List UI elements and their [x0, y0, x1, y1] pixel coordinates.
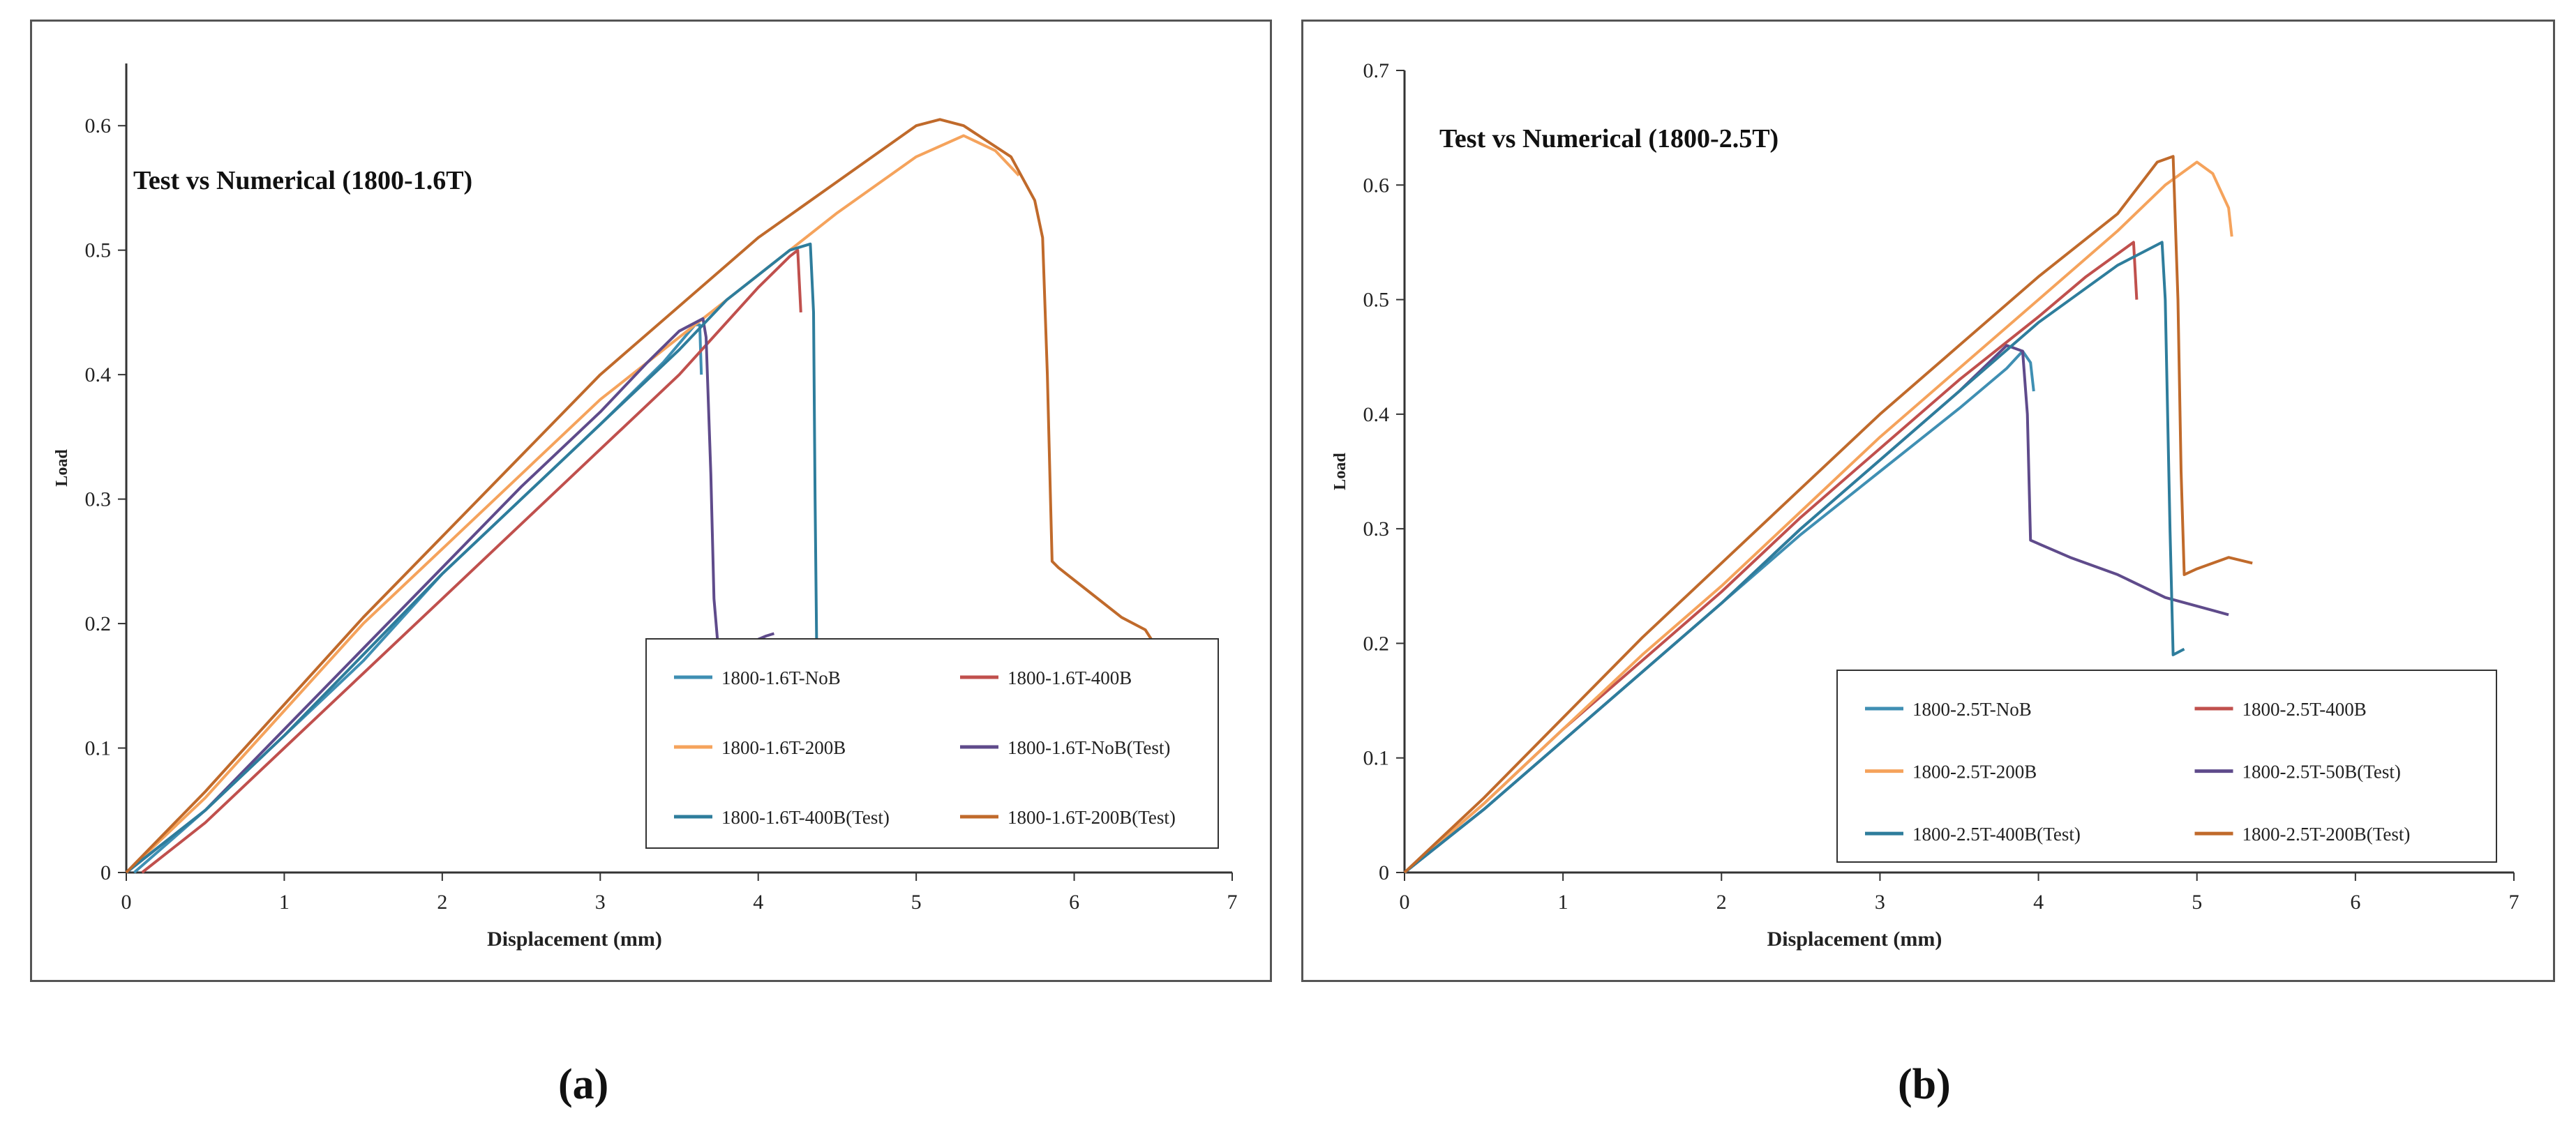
caption-a: (a) — [558, 1061, 609, 1108]
x-tick-label: 5 — [2192, 891, 2202, 914]
series-line-1800-1-6t-200b-test — [125, 118, 1155, 874]
legend-entry: 1800-1.6T-400B(Test) — [721, 807, 890, 828]
legend-box — [1836, 670, 2497, 863]
legend-entry: 1800-1.6T-NoB(Test) — [1008, 737, 1170, 758]
legend-entry: 1800-2.5T-200B — [1912, 762, 2037, 783]
legend-entry: 1800-1.6T-400B — [1008, 667, 1132, 688]
series-line-1800-1-6t-200b — [125, 134, 1020, 874]
legend-entry: 1800-1.6T-200B — [721, 737, 846, 758]
legend-entry: 1800-2.5T-50B(Test) — [2242, 762, 2401, 783]
x-tick-label: 6 — [2350, 891, 2360, 914]
y-tick-label: 0.2 — [85, 612, 112, 635]
series-line-1800-1-6t-400b — [141, 248, 802, 874]
series-line-1800-1-6t-400b-test — [125, 242, 846, 874]
legend-entry: 1800-2.5T-NoB — [1912, 699, 2032, 720]
x-tick-label: 5 — [911, 891, 922, 914]
y-tick-label: 0 — [100, 861, 111, 884]
chart-b-svg: 0 1 2 3 4 5 6 7 0 0.1 0.2 0.3 0.4 0.5 0.6 0.7 Displaceme… — [1331, 59, 2519, 951]
x-axis-label: Displacement (mm) — [487, 928, 662, 951]
chart-a-svg: 0 1 2 3 4 5 6 7 0 0.1 0.2 0.3 0.4 0.5 0.6 Displacement … — [53, 63, 1238, 951]
y-tick-label: 0 — [1379, 861, 1389, 884]
legend-entry: 1800-2.5T-400B — [2242, 699, 2367, 720]
y-tick-label: 0.6 — [1363, 174, 1390, 197]
y-tick-label: 0.5 — [85, 239, 112, 262]
legend-entry: 1800-1.6T-NoB — [721, 667, 841, 688]
x-tick-label: 4 — [753, 891, 763, 914]
y-tick-label: 0.4 — [85, 363, 112, 386]
legend-entry: 1800-2.5T-200B(Test) — [2242, 824, 2411, 845]
legend-entry: 1800-2.5T-400B(Test) — [1912, 824, 2081, 845]
x-tick-label: 6 — [1069, 891, 1079, 914]
chart-title: Test vs Numerical (1800-1.6T) — [133, 166, 472, 195]
legend-entry: 1800-1.6T-200B(Test) — [1008, 807, 1176, 828]
y-tick-label: 0.6 — [85, 114, 112, 137]
y-tick-label: 0.5 — [1363, 289, 1390, 312]
y-tick-label: 0.2 — [1363, 632, 1390, 655]
y-tick-label: 0.3 — [85, 488, 112, 511]
y-axis-label: Load — [1331, 453, 1349, 490]
legend-box — [645, 638, 1219, 849]
x-tick-label: 7 — [2509, 891, 2519, 914]
series-line-1800-2-5t-400b-test — [1403, 241, 2185, 874]
x-tick-label: 7 — [1227, 891, 1238, 914]
y-tick-label: 0.4 — [1363, 403, 1390, 426]
y-axis-label: Load — [53, 449, 71, 487]
y-tick-label: 0.1 — [1363, 747, 1390, 770]
x-tick-label: 0 — [121, 891, 132, 914]
x-tick-label: 1 — [279, 891, 290, 914]
x-tick-label: 4 — [2033, 891, 2044, 914]
y-tick-label: 0.7 — [1363, 59, 1390, 82]
series-line-1800-2-5t-200b-test — [1403, 155, 2253, 874]
x-tick-label: 3 — [595, 891, 606, 914]
y-tick-label: 0.3 — [1363, 518, 1390, 541]
chart-panel-b: 0 1 2 3 4 5 6 7 0 0.1 0.2 0.3 0.4 0.5 0.6 0.7 Displaceme… — [1301, 20, 2555, 982]
x-tick-label: 2 — [1716, 891, 1727, 914]
chart-panel-a: 0 1 2 3 4 5 6 7 0 0.1 0.2 0.3 0.4 0.5 0.6 Displacement … — [30, 20, 1272, 982]
chart-title: Test vs Numerical (1800-2.5T) — [1439, 124, 1779, 153]
x-axis-label: Displacement (mm) — [1767, 928, 1942, 951]
caption-b: (b) — [1898, 1061, 1951, 1108]
x-tick-label: 2 — [437, 891, 447, 914]
x-tick-label: 0 — [1400, 891, 1410, 914]
x-tick-label: 1 — [1558, 891, 1568, 914]
x-tick-label: 3 — [1875, 891, 1885, 914]
series-line-1800-2-5t-200b — [1403, 160, 2233, 874]
y-tick-label: 0.1 — [85, 737, 112, 760]
